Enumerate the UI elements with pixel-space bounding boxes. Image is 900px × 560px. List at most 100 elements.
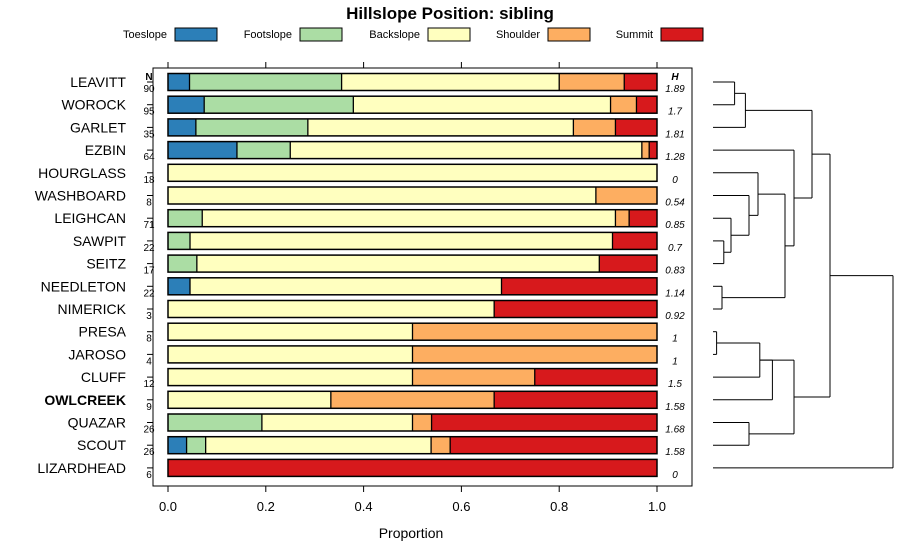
bar-segment-needleton-toeslope	[168, 277, 191, 295]
h-value: 0	[672, 175, 678, 186]
h-column-header: H	[671, 72, 679, 83]
bar-segment-needleton-summit	[501, 277, 657, 295]
n-value: 12	[143, 379, 155, 390]
row-label-scout: SCOUT	[77, 437, 126, 453]
bar-segment-quazar-footslope	[168, 414, 262, 431]
n-value: 95	[143, 107, 155, 118]
bar-segment-leavitt-footslope	[189, 73, 342, 91]
n-value: 4	[146, 356, 152, 367]
bar-segment-scout-toeslope	[168, 436, 187, 454]
x-axis: 0.0 0.2 0.4 0.6 0.8 1.0	[159, 62, 666, 514]
x-tick-label: 1.0	[648, 499, 666, 514]
row-label-sawpit: SAWPIT	[73, 233, 127, 249]
n-value: 17	[143, 266, 155, 277]
n-value: 71	[143, 220, 155, 231]
n-value: 8	[146, 334, 152, 345]
bar-segment-worock-toeslope	[168, 96, 205, 114]
row-label-needleton: NEEDLETON	[41, 278, 126, 294]
bar-segment-leighcan-shoulder	[615, 209, 630, 227]
bar-segment-garlet-footslope	[195, 118, 308, 136]
bar-segment-nimerick-backslope	[168, 300, 495, 318]
bar-outline-owlcreek	[167, 390, 658, 410]
plot-frame	[152, 67, 693, 487]
x-tick-label: 0.2	[257, 499, 275, 514]
bar-segment-seitz-footslope	[168, 255, 197, 273]
legend-label-footslope: Footslope	[244, 29, 292, 41]
bar-segment-leighcan-backslope	[202, 209, 616, 227]
h-value: 1.81	[665, 129, 684, 140]
row-label-presa: PRESA	[79, 324, 127, 340]
legend-label-toeslope: Toeslope	[123, 29, 167, 41]
x-tick-label: 0.6	[452, 499, 470, 514]
bar-segment-presa-backslope	[168, 323, 413, 341]
row-label-washboard: WASHBOARD	[35, 188, 126, 204]
row-label-nimerick: NIMERICK	[58, 301, 127, 317]
bar-outline-presa	[167, 322, 658, 341]
h-value: 0.83	[665, 266, 685, 277]
h-value: 0.54	[665, 198, 685, 209]
h-value: 1.58	[665, 447, 685, 458]
bar-segment-leavitt-toeslope	[168, 73, 190, 91]
bar-segment-cluff-backslope	[168, 368, 413, 386]
bar-segment-sawpit-footslope	[168, 232, 191, 250]
n-value: 64	[143, 152, 155, 163]
row-label-ezbin: EZBIN	[85, 142, 126, 158]
bar-segment-ezbin-backslope	[290, 141, 642, 159]
x-tick-label: 0.8	[550, 499, 568, 514]
bar-segment-owlcreek-shoulder	[330, 391, 495, 409]
h-value: 1.68	[665, 425, 685, 436]
x-tick-label: 0.4	[355, 499, 373, 514]
bar-segment-scout-summit	[450, 436, 657, 454]
h-value: 1.28	[665, 152, 685, 163]
bar-segment-garlet-shoulder	[573, 118, 616, 136]
bar-outline-ezbin	[167, 140, 658, 160]
bar-segment-ezbin-toeslope	[168, 141, 237, 159]
h-value: 0.7	[668, 243, 682, 254]
legend: Toeslope Footslope Backslope Shoulder Summit	[123, 27, 704, 42]
bar-segment-lizardhead-summit	[168, 459, 657, 477]
h-value: 0.85	[665, 220, 685, 231]
legend-swatch-toeslope	[174, 27, 218, 42]
bar-segment-cluff-shoulder	[412, 368, 535, 386]
bar-outline-leighcan	[167, 208, 658, 228]
bar-outline-leavitt	[167, 72, 658, 92]
bar-outline-scout	[167, 435, 658, 455]
bars	[167, 72, 658, 478]
n-value: 26	[143, 447, 155, 458]
bar-segment-cluff-summit	[534, 368, 657, 386]
bar-segment-jaroso-backslope	[168, 345, 413, 363]
row-label-hourglass: HOURGLASS	[38, 165, 126, 181]
legend-label-summit: Summit	[616, 29, 653, 41]
h-value: 1.89	[665, 84, 685, 95]
row-label-owlcreek: OWLCREEK	[44, 392, 126, 408]
bar-outline-nimerick	[167, 299, 658, 319]
n-value: 22	[143, 243, 155, 254]
row-label-worock: WOROCK	[61, 97, 126, 113]
row-label-lizardhead: LIZARDHEAD	[37, 460, 126, 476]
bar-segment-sawpit-summit	[612, 232, 657, 250]
bar-outline-jaroso	[167, 345, 658, 364]
bar-segment-garlet-summit	[615, 118, 657, 136]
bar-segment-quazar-backslope	[261, 414, 413, 431]
bar-segment-seitz-backslope	[196, 255, 600, 273]
bar-segment-worock-shoulder	[610, 96, 637, 114]
bar-segment-quazar-shoulder	[412, 414, 432, 431]
bar-segment-garlet-backslope	[307, 118, 574, 136]
bar-outline-worock	[167, 95, 658, 114]
n-value: 6	[146, 470, 152, 481]
h-value: 1	[672, 334, 678, 345]
chart-title: Hillslope Position: sibling	[346, 4, 554, 23]
bar-segment-needleton-backslope	[190, 277, 502, 295]
h-value: 1.58	[665, 402, 685, 413]
bar-segment-scout-footslope	[186, 436, 206, 454]
bar-segment-presa-shoulder	[412, 323, 657, 341]
legend-swatch-shoulder	[547, 27, 591, 42]
h-value: 1.5	[668, 379, 682, 390]
bar-segment-sawpit-backslope	[190, 232, 613, 250]
bar-segment-leavitt-shoulder	[559, 73, 625, 91]
n-value: 8	[146, 198, 152, 209]
bar-segment-ezbin-summit	[649, 141, 657, 159]
x-axis-title: Proportion	[379, 525, 444, 541]
